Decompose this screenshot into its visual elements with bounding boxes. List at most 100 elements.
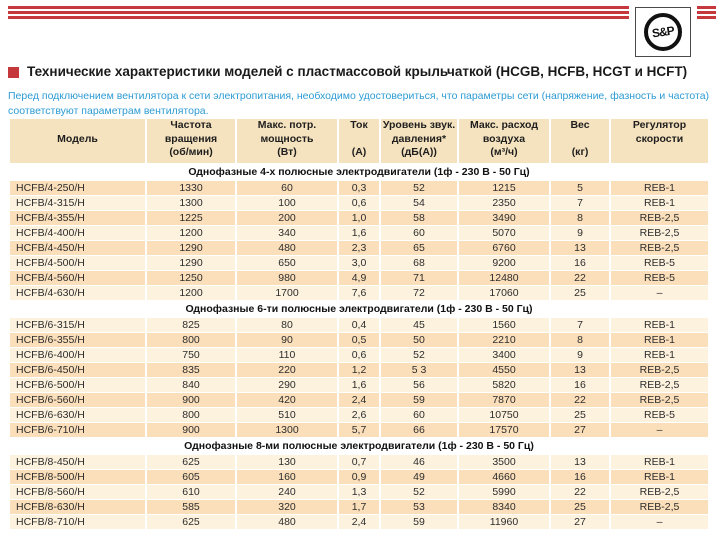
table-row: HCFB/6-630/H 800 510 2,6 60 10750 25 REB-5	[10, 408, 708, 422]
sp-logo: S&P	[629, 2, 697, 62]
table-row: HCFB/6-710/H 900 1300 5,7 66 17570 27–	[10, 423, 708, 437]
cell-noise: 45	[381, 318, 457, 332]
cell-airflow: 10750	[459, 408, 549, 422]
column-header-line: (кг)	[571, 146, 589, 158]
cell-model: HCFB/6-450/H	[10, 363, 145, 377]
cell-weight: 9	[551, 348, 609, 362]
cell-noise: 65	[381, 241, 457, 255]
cell-current: 2,4	[339, 515, 379, 529]
cell-current: 1,6	[339, 378, 379, 392]
cell-rpm: 750	[147, 348, 235, 362]
cell-regulator: –	[611, 423, 708, 437]
cell-current: 1,2	[339, 363, 379, 377]
cell-airflow: 3500	[459, 455, 549, 469]
cell-power: 980	[237, 271, 337, 285]
cell-power: 130	[237, 455, 337, 469]
cell-noise: 58	[381, 211, 457, 225]
cell-regulator: REB-1	[611, 470, 708, 484]
cell-current: 0,9	[339, 470, 379, 484]
column-header-line: Вес	[570, 119, 590, 131]
table-row: HCFB/6-315/H 825 80 0,4 45 1560 7 REB-1	[10, 318, 708, 332]
cell-power: 320	[237, 500, 337, 514]
sp-logo-frame: S&P	[635, 7, 691, 57]
cell-power: 240	[237, 485, 337, 499]
cell-power: 100	[237, 196, 337, 210]
cell-rpm: 1330	[147, 181, 235, 195]
cell-weight: 22	[551, 393, 609, 407]
cell-noise: 60	[381, 226, 457, 240]
cell-model: HCFB/6-500/H	[10, 378, 145, 392]
cell-current: 0,4	[339, 318, 379, 332]
cell-airflow: 3490	[459, 211, 549, 225]
cell-noise: 66	[381, 423, 457, 437]
cell-regulator: REB-5	[611, 408, 708, 422]
column-header-current: Ток (А)	[339, 119, 379, 163]
cell-current: 2,4	[339, 393, 379, 407]
decor-line-bottom	[8, 16, 716, 19]
table-row: HCFB/6-500/H 840 290 1,6 56 5820 16 REB-2,5	[10, 378, 708, 392]
section-header-label: Однофазные 8-ми полюсные электродвигател…	[10, 438, 708, 454]
cell-noise: 54	[381, 196, 457, 210]
cell-regulator: REB-2,5	[611, 363, 708, 377]
cell-power: 80	[237, 318, 337, 332]
column-header-line: воздуха	[482, 132, 526, 145]
cell-model: HCFB/4-450/H	[10, 241, 145, 255]
cell-rpm: 1200	[147, 226, 235, 240]
table-row: HCFB/6-450/H 835 220 1,2 5 3 4550 13 REB-2,5	[10, 363, 708, 377]
column-header-line: давления*	[391, 132, 447, 145]
cell-noise: 59	[381, 515, 457, 529]
cell-power: 1700	[237, 286, 337, 300]
table-row: HCFB/8-710/H 625 480 2,4 59 11960 27–	[10, 515, 708, 529]
cell-rpm: 1300	[147, 196, 235, 210]
cell-regulator: REB-1	[611, 333, 708, 347]
column-header-line: Модель	[57, 132, 98, 145]
column-header-rpm: Частота вращения (об/мин)	[147, 119, 235, 163]
table-row: HCFB/4-630/H 1200 1700 7,6 72 17060 25–	[10, 286, 708, 300]
cell-power: 650	[237, 256, 337, 270]
cell-airflow: 2210	[459, 333, 549, 347]
cell-weight: 16	[551, 470, 609, 484]
cell-rpm: 900	[147, 393, 235, 407]
cell-current: 3,0	[339, 256, 379, 270]
cell-rpm: 900	[147, 423, 235, 437]
column-header-power: Макс. потр. мощность (Вт)	[237, 119, 337, 163]
cell-current: 1,7	[339, 500, 379, 514]
cell-rpm: 1290	[147, 256, 235, 270]
column-header-line: Ток	[350, 119, 368, 131]
cell-weight: 16	[551, 256, 609, 270]
cell-model: HCFB/4-560/H	[10, 271, 145, 285]
cell-noise: 53	[381, 500, 457, 514]
cell-current: 5,7	[339, 423, 379, 437]
cell-power: 90	[237, 333, 337, 347]
table-row: HCFB/6-355/H 800 90 0,5 50 2210 8 REB-1	[10, 333, 708, 347]
column-header-line	[10, 119, 145, 133]
cell-rpm: 585	[147, 500, 235, 514]
column-header-model: Модель	[10, 119, 145, 163]
table-row: HCFB/4-315/H 1300 100 0,6 54 2350 7 REB-1	[10, 196, 708, 210]
cell-rpm: 800	[147, 408, 235, 422]
cell-noise: 56	[381, 378, 457, 392]
cell-weight: 27	[551, 515, 609, 529]
cell-model: HCFB/6-560/H	[10, 393, 145, 407]
cell-regulator: REB-2,5	[611, 485, 708, 499]
column-header-line: (дБ(А))	[401, 146, 437, 158]
section-header-label: Однофазные 6-ти полюсные электродвигател…	[10, 301, 708, 317]
cell-noise: 71	[381, 271, 457, 285]
cell-power: 420	[237, 393, 337, 407]
cell-weight: 25	[551, 500, 609, 514]
cell-power: 220	[237, 363, 337, 377]
cell-rpm: 840	[147, 378, 235, 392]
cell-regulator: REB-1	[611, 318, 708, 332]
cell-current: 1,6	[339, 226, 379, 240]
decor-line-middle	[8, 11, 716, 14]
table-row: HCFB/4-250/H 1330 60 0,3 52 1215 5 REB-1	[10, 181, 708, 195]
cell-regulator: REB-2,5	[611, 211, 708, 225]
cell-regulator: REB-2,5	[611, 500, 708, 514]
cell-weight: 27	[551, 423, 609, 437]
cell-noise: 59	[381, 393, 457, 407]
column-header-line: скорости	[635, 132, 684, 145]
column-header-line: Регулятор	[632, 119, 687, 131]
cell-regulator: REB-1	[611, 455, 708, 469]
cell-model: HCFB/6-630/H	[10, 408, 145, 422]
page-title-row: Технические характеристики моделей с пла…	[8, 64, 714, 80]
